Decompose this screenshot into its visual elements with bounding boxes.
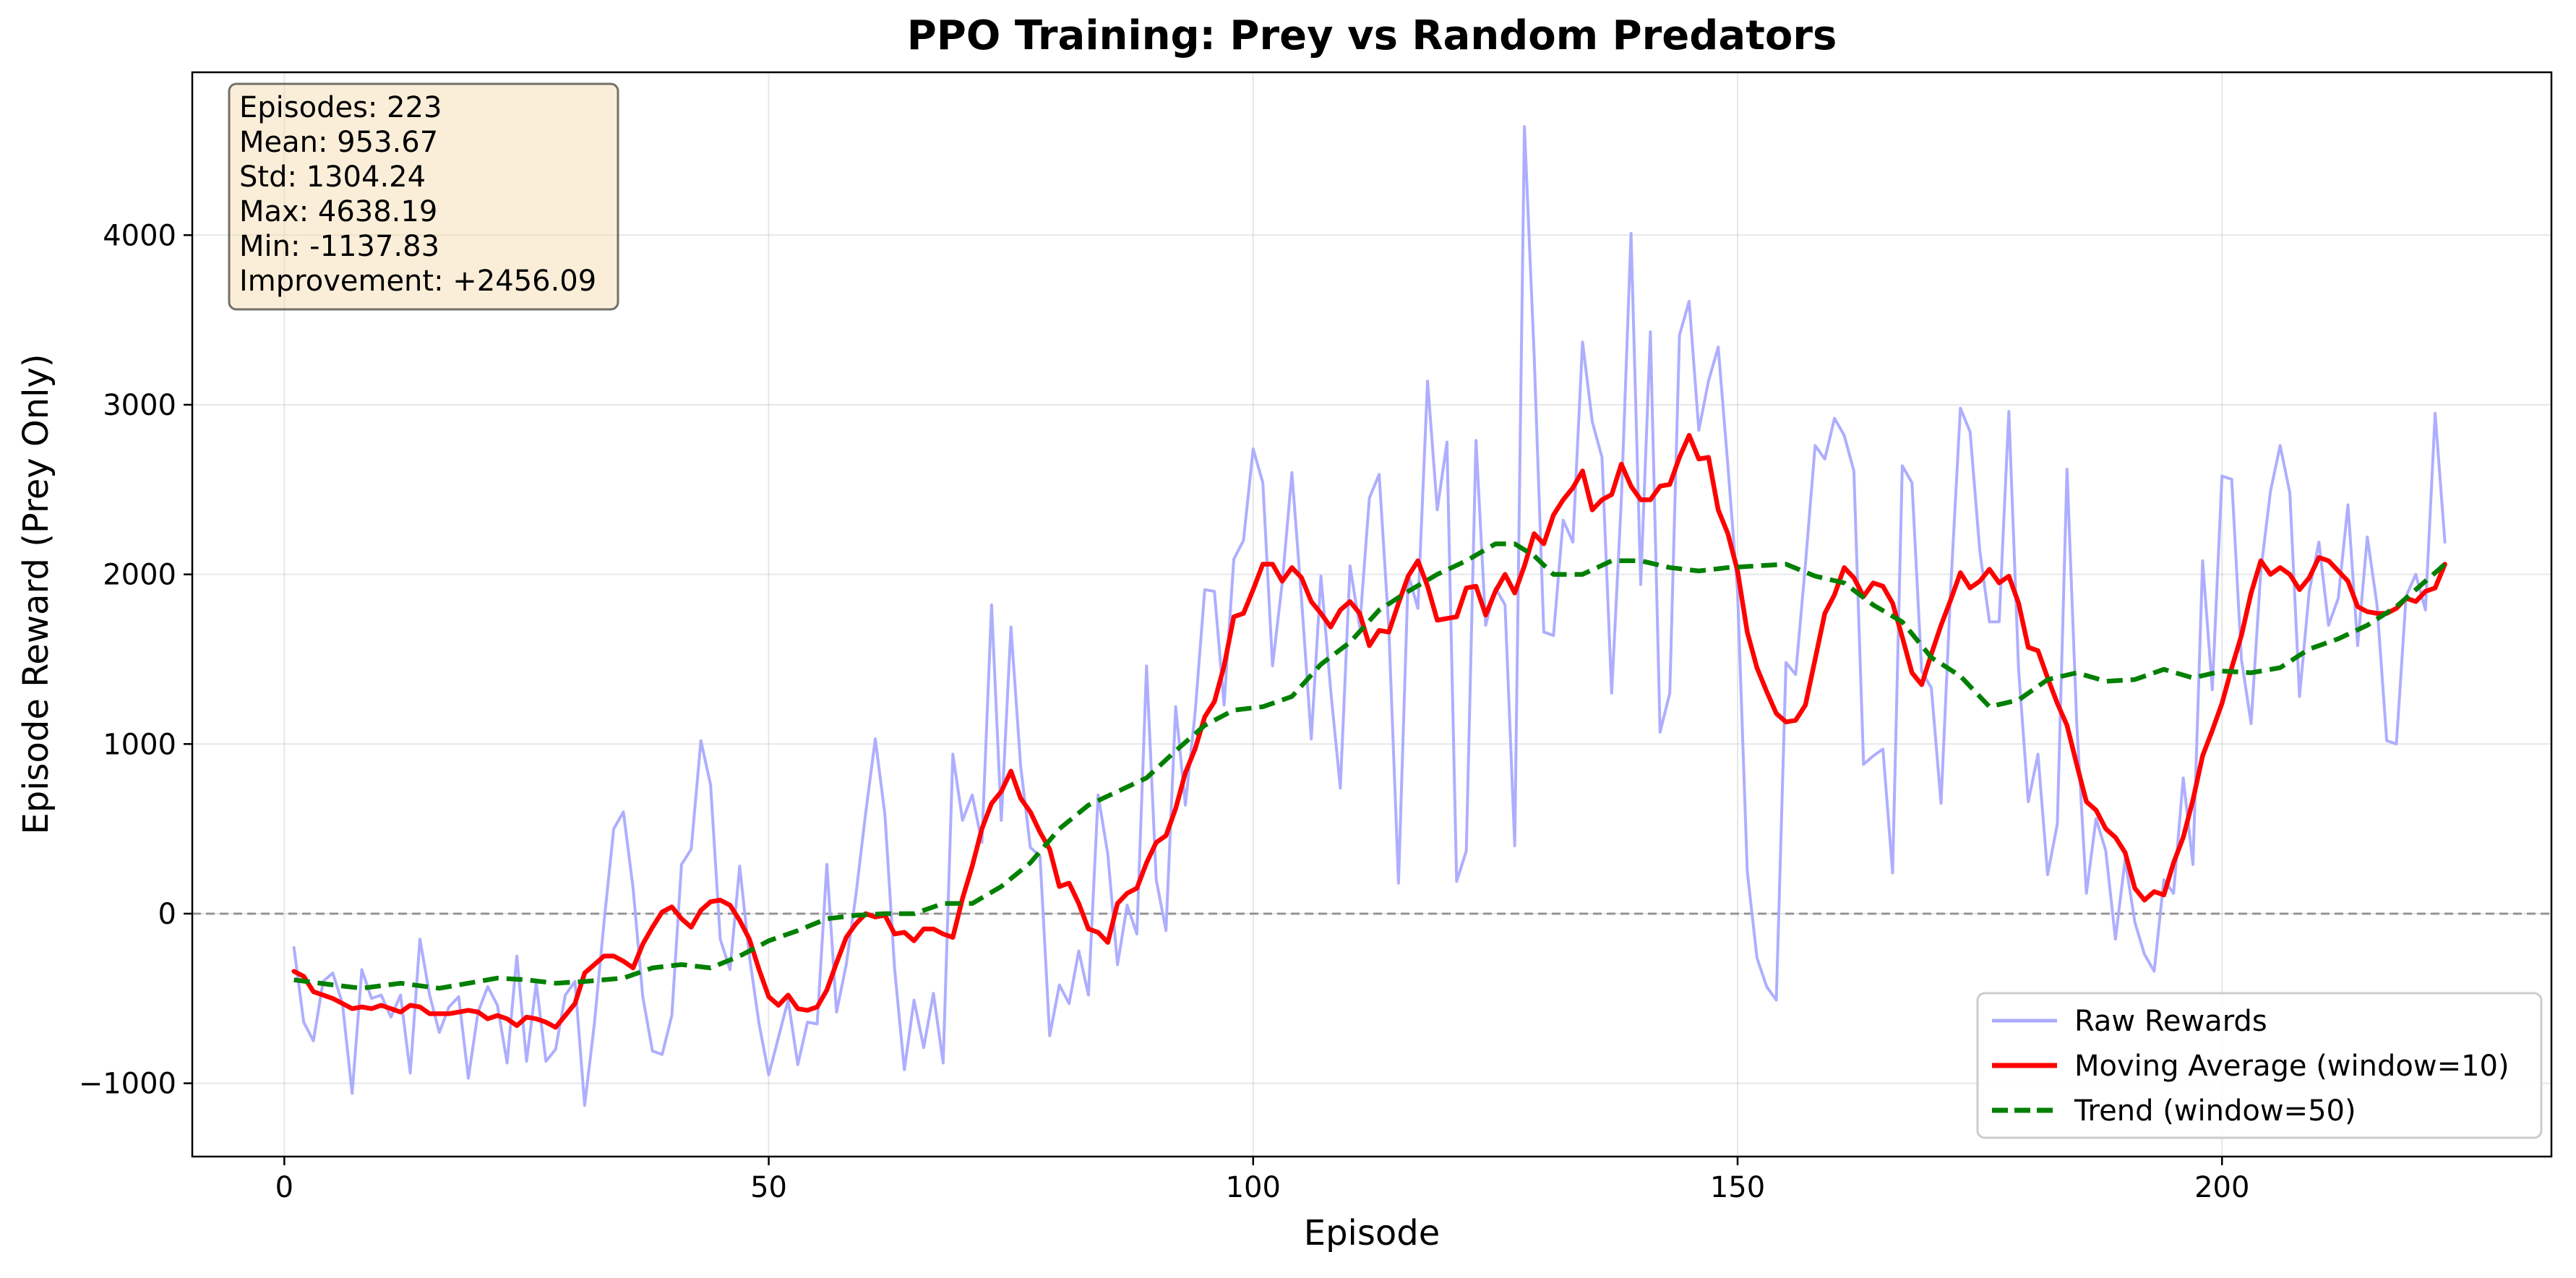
y-tick-label: 4000 [103, 219, 176, 252]
legend-label-trend: Trend (window=50) [2074, 1094, 2356, 1128]
x-axis-ticks: 0 50 100 150 200 [275, 1157, 2249, 1204]
y-axis-label: Episode Reward (Prey Only) [16, 353, 56, 834]
stats-improvement: Improvement: +2456.09 [239, 265, 596, 298]
chart-title: PPO Training: Prey vs Random Predators [907, 12, 1837, 59]
moving-average-line [291, 432, 2447, 1030]
x-tick-label: 50 [750, 1171, 787, 1204]
x-tick-label: 0 [275, 1171, 293, 1204]
stats-episodes: Episodes: 223 [239, 91, 442, 124]
y-tick-label: 2000 [103, 559, 176, 592]
trend-line [293, 541, 2447, 991]
x-tick-label: 100 [1226, 1171, 1281, 1204]
y-tick-label: −1000 [79, 1068, 176, 1101]
y-tick-label: 3000 [103, 389, 176, 422]
stats-max: Max: 4638.19 [239, 195, 437, 228]
x-tick-label: 150 [1710, 1171, 1765, 1204]
stats-std: Std: 1304.24 [239, 160, 426, 194]
legend-label-raw: Raw Rewards [2074, 1005, 2267, 1038]
legend: Raw Rewards Moving Average (window=10) T… [1976, 992, 2543, 1139]
x-axis-label: Episode [1304, 1213, 1441, 1253]
stats-box: Episodes: 223 Mean: 953.67 Std: 1304.24 … [228, 82, 619, 311]
legend-frame [1976, 992, 2543, 1139]
y-tick-label: 1000 [103, 728, 176, 761]
stats-box-background [228, 82, 619, 311]
plot-area-frame [191, 71, 2553, 1158]
series-layer [291, 125, 2447, 1107]
raw-rewards-line [292, 125, 2447, 1107]
stats-min: Min: -1137.83 [239, 230, 439, 263]
y-tick-label: 0 [158, 898, 176, 931]
x-tick-label: 200 [2194, 1171, 2249, 1204]
legend-label-moving-average: Moving Average (window=10) [2074, 1050, 2510, 1083]
y-axis-ticks: −1000 0 1000 2000 3000 4000 [79, 219, 192, 1101]
stats-mean: Mean: 953.67 [239, 126, 438, 159]
